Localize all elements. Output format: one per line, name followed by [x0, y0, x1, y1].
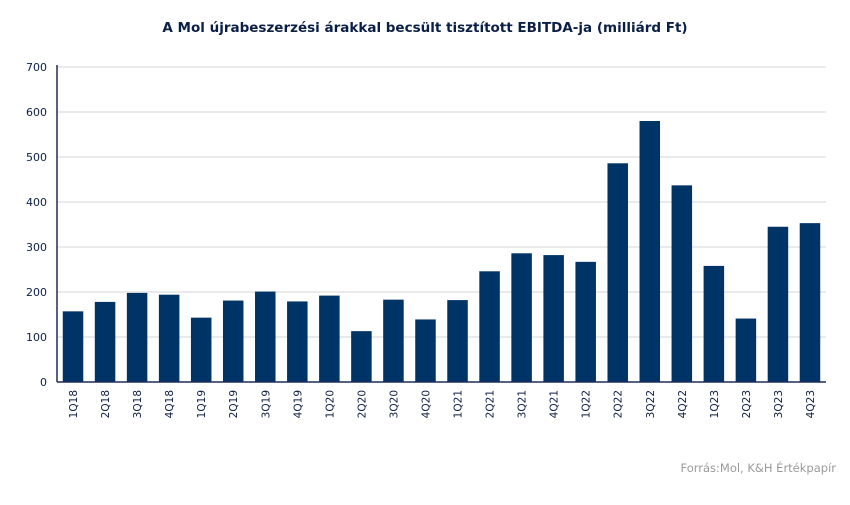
x-tick-label: 4Q20	[420, 390, 432, 418]
x-tick-label: 2Q18	[100, 390, 112, 418]
x-tick-label: 3Q19	[260, 390, 272, 418]
bar	[190, 317, 212, 382]
y-tick-label: 300	[26, 241, 47, 254]
x-axis-tick-labels: 1Q18 2Q18 3Q18 4Q18 1Q19 2Q19 3Q19 4Q19 1Q20 2Q20…	[68, 390, 817, 418]
bars	[62, 121, 821, 382]
bar	[158, 294, 180, 382]
y-tick-label: 200	[26, 286, 47, 299]
bar	[126, 292, 148, 382]
y-axis-tick-labels: 0 100 200 300 400 500 600 700	[26, 61, 47, 389]
bar	[639, 121, 661, 382]
x-tick-label: 3Q22	[645, 390, 657, 418]
x-tick-label: 2Q21	[485, 390, 497, 418]
x-tick-label: 4Q23	[805, 390, 817, 418]
bar	[543, 255, 564, 382]
x-tick-label: 2Q23	[741, 390, 753, 418]
y-tick-label: 400	[26, 196, 47, 209]
x-tick-label: 4Q22	[677, 390, 689, 418]
x-tick-label: 3Q21	[517, 390, 529, 418]
bar	[255, 291, 276, 382]
x-tick-label: 1Q21	[453, 390, 465, 418]
bar	[799, 223, 821, 382]
x-tick-label: 4Q19	[292, 390, 304, 418]
bar	[767, 226, 789, 382]
bar	[735, 318, 757, 382]
bar	[479, 271, 500, 382]
y-tick-label: 600	[26, 106, 47, 119]
bar	[319, 295, 340, 382]
y-tick-label: 0	[40, 376, 47, 389]
x-tick-label: 4Q21	[549, 390, 561, 418]
gridlines	[57, 66, 826, 338]
bar	[287, 301, 308, 382]
bar	[62, 311, 84, 382]
bar	[703, 265, 725, 382]
x-tick-label: 1Q23	[709, 390, 721, 418]
y-tick-label: 100	[26, 331, 47, 344]
axes	[56, 65, 826, 383]
x-tick-label: 2Q19	[228, 390, 240, 418]
x-tick-label: 3Q18	[132, 390, 144, 418]
bar	[222, 300, 244, 382]
x-tick-label: 1Q18	[68, 390, 80, 418]
bar	[671, 185, 693, 382]
x-tick-label: 1Q19	[196, 390, 208, 418]
bar	[511, 253, 532, 382]
x-tick-label: 1Q22	[581, 390, 593, 418]
y-tick-label: 500	[26, 151, 47, 164]
bar	[607, 163, 628, 382]
bar	[383, 299, 404, 382]
bar	[447, 300, 468, 382]
chart-title: A Mol újrabeszerzési árakkal becsült tis…	[162, 20, 688, 36]
x-tick-label: 4Q18	[164, 390, 176, 418]
bar	[415, 319, 436, 382]
x-tick-label: 3Q20	[388, 390, 400, 418]
x-tick-label: 1Q20	[324, 390, 336, 418]
x-tick-label: 3Q23	[773, 390, 785, 418]
y-tick-label: 700	[26, 61, 47, 74]
source-note: Forrás:Mol, K&H Értékpapír	[680, 461, 837, 475]
bar	[351, 331, 372, 382]
bar	[94, 301, 116, 382]
bar	[575, 261, 596, 382]
x-tick-label: 2Q20	[356, 390, 368, 418]
x-tick-label: 2Q22	[613, 390, 625, 418]
